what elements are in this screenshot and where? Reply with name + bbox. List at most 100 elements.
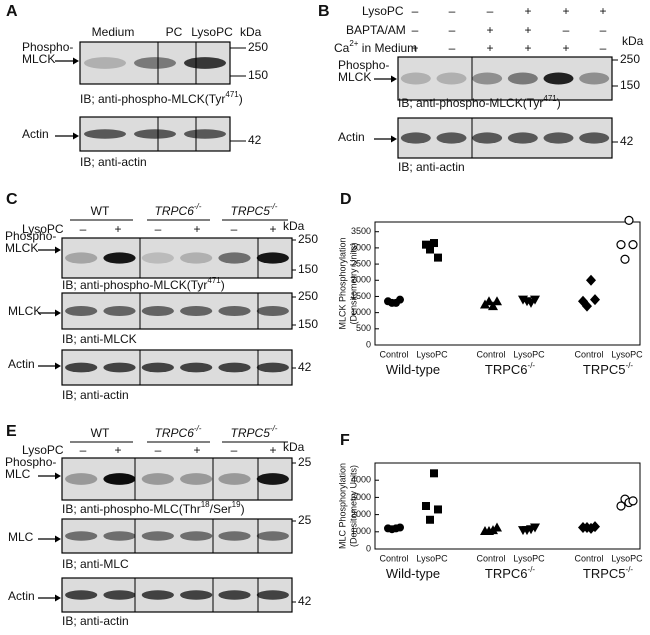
- blot: [61, 457, 293, 501]
- band: [141, 252, 174, 264]
- text-part: TRPC6: [485, 566, 528, 581]
- y-tick-label: 0: [366, 543, 371, 553]
- text-part: Ca: [334, 41, 350, 55]
- band: [84, 57, 126, 69]
- group-label: TRPC6-/-: [155, 202, 202, 218]
- sign: –: [155, 222, 162, 236]
- band: [184, 57, 226, 69]
- sign: +: [193, 443, 200, 457]
- blot-caption: IB; anti-phospho-MLCK(Tyr471): [80, 90, 243, 106]
- band: [103, 305, 136, 317]
- blot-label: Actin: [22, 127, 49, 141]
- blot: [397, 117, 613, 159]
- band: [103, 473, 136, 485]
- treatment-label: LysoPC: [22, 443, 64, 457]
- point: [616, 240, 626, 250]
- sign: –: [449, 4, 456, 18]
- panel-letter: F: [340, 432, 350, 449]
- group-label: TRPC5-/-: [231, 424, 278, 440]
- mw-marker: 150: [620, 78, 640, 92]
- sign: +: [524, 41, 531, 55]
- band: [103, 590, 136, 600]
- mw-marker: 150: [248, 68, 268, 82]
- band: [65, 305, 98, 317]
- kda-label: kDa: [622, 34, 644, 48]
- point: [430, 469, 438, 478]
- blot-caption: IB; anti-phospho-MLC(Thr18/Ser19): [62, 500, 245, 516]
- blot-label: MLC: [5, 467, 31, 481]
- text-part: BAPTA/AM: [346, 23, 406, 37]
- sign: –: [563, 23, 570, 37]
- point: [582, 300, 592, 312]
- group-label: Wild-type: [386, 566, 440, 581]
- band: [134, 57, 176, 69]
- blot-label: Phospho-: [5, 229, 56, 243]
- mw-marker: 42: [620, 134, 634, 148]
- mw-marker: 25: [298, 513, 312, 527]
- blot-label: MLCK: [8, 304, 41, 318]
- point: [488, 525, 498, 535]
- sign: –: [412, 4, 419, 18]
- y-axis-title: MLCK Phosphorylation: [337, 237, 347, 329]
- y-tick-label: 2500: [351, 258, 371, 268]
- panel-letter: A: [6, 3, 18, 20]
- blot-label: MLC: [8, 530, 34, 544]
- mw-marker: 42: [248, 133, 262, 147]
- blot-label: Phospho-: [5, 455, 56, 469]
- sign: –: [600, 23, 607, 37]
- sign: +: [193, 222, 200, 236]
- superscript: 471: [207, 276, 221, 285]
- sign: –: [80, 222, 87, 236]
- text-part: IB; anti-phospho-MLC(Thr: [62, 502, 201, 516]
- x-tick-label: Control: [476, 553, 505, 563]
- mw-marker: 42: [298, 360, 312, 374]
- text-part: in Medium: [358, 41, 417, 55]
- point: [530, 523, 540, 533]
- point: [430, 239, 438, 248]
- mw-marker: 250: [298, 289, 318, 303]
- group-label: TRPC6-/-: [485, 361, 536, 377]
- band: [218, 252, 251, 264]
- point: [616, 501, 626, 511]
- text-part: /Ser: [210, 502, 232, 516]
- text-part: TRPC6: [155, 204, 195, 218]
- band: [507, 132, 538, 144]
- superscript: 2+: [349, 39, 358, 48]
- y-tick-label: 3500: [351, 226, 371, 236]
- point: [396, 295, 404, 304]
- mw-marker: 150: [298, 262, 318, 276]
- sign: +: [562, 4, 569, 18]
- text-part: TRPC5: [231, 426, 271, 440]
- sign: +: [269, 222, 276, 236]
- blot: [397, 56, 613, 101]
- x-tick-label: LysoPC: [513, 553, 545, 563]
- group-label: Wild-type: [386, 362, 440, 377]
- text-part: ): [557, 96, 561, 110]
- superscript: -/-: [626, 361, 634, 370]
- text-part: ): [221, 278, 225, 292]
- point: [426, 515, 434, 524]
- y-tick-label: 0: [366, 339, 371, 349]
- lane-label: LysoPC: [191, 25, 233, 39]
- y-tick-label: 1000: [351, 526, 371, 536]
- blot-label: Phospho-: [338, 58, 389, 72]
- band: [141, 590, 174, 600]
- condition-label: LysoPC: [362, 4, 404, 18]
- sign: –: [412, 23, 419, 37]
- band: [65, 531, 98, 541]
- y-tick-label: 3000: [351, 242, 371, 252]
- sign: –: [231, 443, 238, 457]
- arrow-head: [55, 594, 61, 602]
- point: [488, 301, 498, 311]
- point: [628, 496, 638, 506]
- text-part: IB; anti-MLCK: [62, 332, 137, 346]
- text-part: IB; anti-phospho-MLCK(Tyr: [80, 92, 225, 106]
- blot-label: Phospho-: [22, 40, 73, 54]
- text-part: Wild-type: [386, 566, 440, 581]
- y-tick-label: 2000: [351, 275, 371, 285]
- sign: –: [231, 222, 238, 236]
- band: [65, 590, 98, 600]
- superscript: 19: [232, 500, 241, 509]
- plot-frame: [374, 221, 641, 346]
- point: [624, 215, 634, 225]
